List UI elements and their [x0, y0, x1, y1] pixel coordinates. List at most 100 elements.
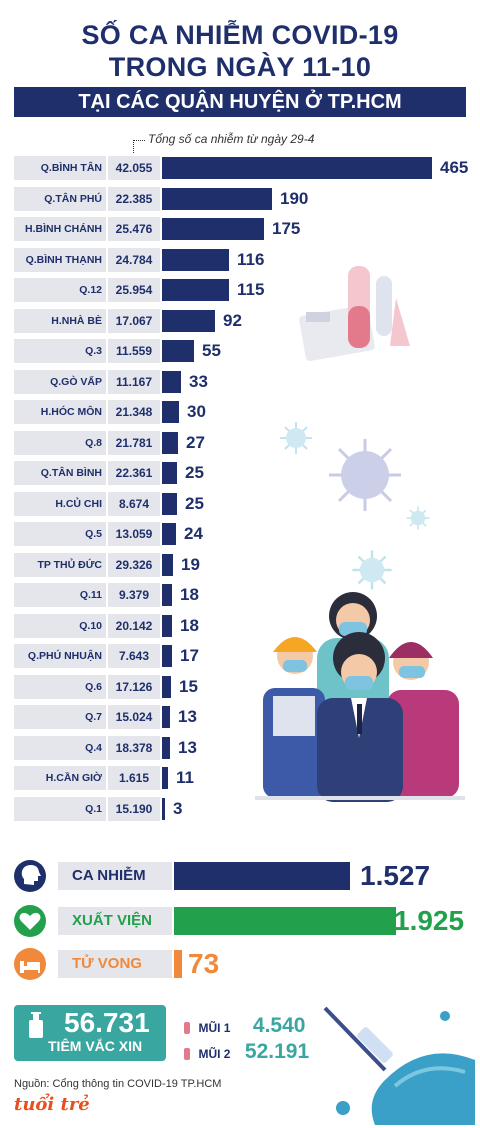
bar-value-label: 18	[180, 616, 199, 635]
district-name: Q.4	[14, 736, 106, 760]
bar	[162, 249, 229, 271]
dose-1-value: 4.540	[252, 1014, 306, 1037]
total-cases-note: Tổng số ca nhiễm từ ngày 29-4	[148, 132, 315, 146]
dose-2: MŨI 2 52.191	[184, 1040, 309, 1064]
bar-value-label: 92	[223, 311, 242, 330]
bar-value-label: 55	[202, 341, 221, 360]
bar	[162, 523, 176, 545]
district-name: H.BÌNH CHÁNH	[14, 217, 106, 241]
bar	[162, 188, 272, 210]
district-name: Q.6	[14, 675, 106, 699]
bar	[162, 340, 194, 362]
district-name: Q.10	[14, 614, 106, 638]
district-name: H.CẦN GIỜ	[14, 766, 106, 790]
bar-value-label: 27	[186, 433, 205, 452]
summary-value: 73	[188, 948, 220, 979]
bed-icon	[14, 948, 46, 980]
district-name: Q.1	[14, 797, 106, 821]
bar-value-label: 19	[181, 555, 200, 574]
bar-value-label: 30	[187, 402, 206, 421]
district-total: 15.024	[108, 705, 160, 729]
title-line-1: SỐ CA NHIỄM COVID-19	[81, 20, 399, 50]
dose-1-label: MŨI 1	[198, 1021, 231, 1035]
district-name: H.HÓC MÔN	[14, 400, 106, 424]
dose-2-label: MŨI 2	[198, 1047, 231, 1061]
bar	[162, 218, 264, 240]
syringe-icon	[29, 1012, 43, 1038]
bar	[162, 645, 172, 667]
district-name: Q.3	[14, 339, 106, 363]
bar	[162, 584, 172, 606]
district-total: 1.615	[108, 766, 160, 790]
bar-value-label: 13	[178, 738, 197, 757]
dose-2-value: 52.191	[244, 1040, 310, 1063]
summary-bar	[174, 950, 182, 978]
virus-mid-icon	[352, 550, 392, 590]
district-total: 24.784	[108, 248, 160, 272]
bar-value-label: 25	[185, 494, 204, 513]
bar-value-label: 190	[280, 189, 309, 208]
district-name: H.CỦ CHI	[14, 492, 106, 516]
subtitle-banner: TẠI CÁC QUẬN HUYỆN Ở TP.HCM	[14, 87, 466, 117]
district-name: Q.PHÚ NHUẬN	[14, 644, 106, 668]
district-name: Q.7	[14, 705, 106, 729]
source-note: Nguồn: Cổng thông tin COVID-19 TP.HCM	[14, 1078, 222, 1090]
district-name: Q.BÌNH TÂN	[14, 156, 106, 180]
district-total: 9.379	[108, 583, 160, 607]
district-total: 29.326	[108, 553, 160, 577]
district-name: Q.GÒ VẤP	[14, 370, 106, 394]
bar-value-label: 116	[237, 250, 265, 269]
district-total: 8.674	[108, 492, 160, 516]
bar	[162, 432, 178, 454]
vaccine-total: 56.731	[64, 1007, 150, 1038]
district-total: 17.067	[108, 309, 160, 333]
bar-value-label: 33	[189, 372, 208, 391]
bar-value-label: 17	[180, 646, 199, 665]
district-name: Q.12	[14, 278, 106, 302]
summary-bar	[174, 907, 396, 935]
frontline-workers-illustration	[255, 592, 465, 802]
district-name: TP THỦ ĐỨC	[14, 553, 106, 577]
district-total: 17.126	[108, 675, 160, 699]
summary-value: 1.925	[394, 905, 465, 936]
bar	[162, 615, 172, 637]
district-total: 20.142	[108, 614, 160, 638]
bar	[162, 767, 168, 789]
district-total: 21.781	[108, 431, 160, 455]
bar-value-label: 175	[272, 219, 301, 238]
district-total: 42.055	[108, 156, 160, 180]
district-name: Q.11	[14, 583, 106, 607]
district-total: 25.954	[108, 278, 160, 302]
bar-value-label: 3	[173, 799, 183, 818]
bar	[162, 493, 177, 515]
summary-label: TỬ VONG	[58, 950, 172, 978]
district-total: 22.385	[108, 187, 160, 211]
heart-icon	[14, 905, 46, 937]
tuoi-tre-logo: tuổi trẻ	[14, 1094, 90, 1115]
bar	[162, 737, 170, 759]
bar	[162, 798, 165, 820]
vaccination-hand-illustration	[323, 1006, 475, 1125]
bar	[162, 401, 179, 423]
vaccine-box: 56.731 TIÊM VẮC XIN	[14, 1005, 166, 1061]
district-name: Q.5	[14, 522, 106, 546]
bar	[162, 554, 173, 576]
title-line-2: TRONG NGÀY 11-10	[108, 52, 372, 82]
district-name: Q.TÂN PHÚ	[14, 187, 106, 211]
bar-value-label: 18	[180, 585, 199, 604]
vaccine-label: TIÊM VẮC XIN	[48, 1038, 143, 1054]
district-total: 7.643	[108, 644, 160, 668]
vial-icon	[184, 1021, 190, 1034]
dose-1: MŨI 1 4.540	[184, 1014, 305, 1038]
bar	[162, 371, 181, 393]
head-icon	[14, 860, 46, 892]
bar	[162, 676, 171, 698]
district-total: 13.059	[108, 522, 160, 546]
district-total: 11.559	[108, 339, 160, 363]
bar-value-label: 24	[184, 524, 203, 543]
vial-icon	[184, 1047, 190, 1060]
district-name: H.NHÀ BÈ	[14, 309, 106, 333]
bar-value-label: 15	[179, 677, 198, 696]
summary-bar	[174, 862, 350, 890]
virus-small-icon-2	[406, 506, 430, 530]
